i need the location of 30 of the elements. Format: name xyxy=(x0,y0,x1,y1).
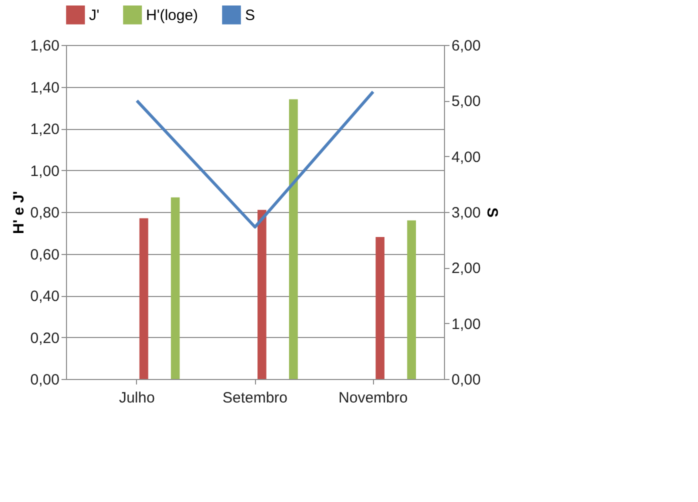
y-tick-label: 1,00 xyxy=(30,162,60,180)
y2-tick-label: 0,00 xyxy=(452,372,481,388)
legend-label: S xyxy=(245,6,256,24)
y-tick-label: 1,40 xyxy=(30,79,60,96)
bar xyxy=(139,218,148,379)
y2-tick-label: 4,00 xyxy=(452,148,481,166)
legend-label: H'(loge) xyxy=(146,6,198,24)
legend-label: J' xyxy=(89,6,100,24)
x-tick-label: Novembro xyxy=(338,390,408,406)
y2-tick-label: 2,00 xyxy=(452,260,481,278)
bar xyxy=(407,220,416,379)
y-axis-title: H' e J' xyxy=(10,191,28,234)
y2-axis-title: S xyxy=(484,207,501,218)
y2-tick-label: 3,00 xyxy=(452,204,481,222)
y-tick-label: 0,40 xyxy=(30,288,60,305)
bar xyxy=(376,237,384,379)
bar xyxy=(258,210,266,379)
y-tick-label: 1,20 xyxy=(30,121,60,138)
y-tick-label: 0,20 xyxy=(30,330,60,347)
bar xyxy=(289,99,298,379)
y2-tick-label: 6,00 xyxy=(452,38,481,54)
x-tick-label: Julho xyxy=(118,390,155,406)
y2-tick-label: 5,00 xyxy=(452,93,481,110)
x-tick-label: Setembro xyxy=(222,390,288,406)
y-tick-label: 0,00 xyxy=(30,372,60,388)
y2-tick-label: 1,00 xyxy=(452,316,481,333)
bar xyxy=(170,197,180,379)
y-tick-label: 1,60 xyxy=(30,38,60,54)
y-tick-label: 0,80 xyxy=(30,204,60,222)
y-tick-label: 0,60 xyxy=(30,246,60,264)
